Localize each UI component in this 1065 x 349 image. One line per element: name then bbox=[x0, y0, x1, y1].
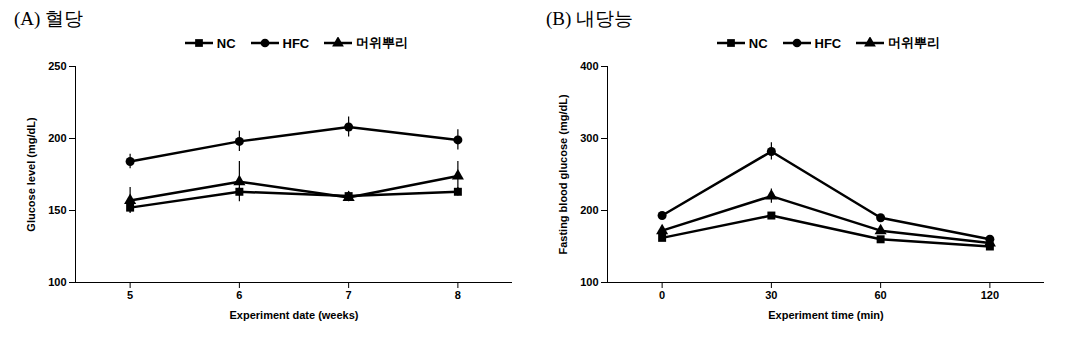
html-text:HFC: HFC bbox=[814, 35, 842, 51]
svg-text:Glucose level (mg/dL): Glucose level (mg/dL) bbox=[25, 117, 37, 232]
svg-text:Fasting blood glucose (mg/dL): Fasting blood glucose (mg/dL) bbox=[557, 94, 569, 254]
svg-text:8: 8 bbox=[455, 289, 461, 301]
svg-text:200: 200 bbox=[580, 204, 598, 216]
svg-text:Experiment time (min): Experiment time (min) bbox=[768, 309, 884, 321]
svg-text:100: 100 bbox=[48, 276, 66, 288]
svg-text:100: 100 bbox=[580, 276, 598, 288]
html-text:머위뿌리: 머위뿌리 bbox=[356, 35, 409, 50]
html-text:머위뿌리: 머위뿌리 bbox=[888, 35, 941, 50]
svg-text:200: 200 bbox=[48, 132, 66, 144]
html-text:HFC: HFC bbox=[282, 35, 310, 51]
html-text:(A) 혈당: (A) 혈당 bbox=[14, 8, 84, 29]
svg-text:150: 150 bbox=[48, 204, 66, 216]
svg-text:400: 400 bbox=[580, 60, 598, 72]
svg-text:300: 300 bbox=[580, 132, 598, 144]
svg-text:6: 6 bbox=[236, 289, 242, 301]
svg-text:60: 60 bbox=[875, 289, 887, 301]
svg-text:5: 5 bbox=[127, 289, 133, 301]
svg-text:7: 7 bbox=[346, 289, 352, 301]
svg-text:Experiment date (weeks): Experiment date (weeks) bbox=[230, 309, 359, 321]
svg-text:250: 250 bbox=[48, 60, 66, 72]
html-text:(B) 내당능: (B) 내당능 bbox=[546, 8, 634, 29]
html-text:NC: NC bbox=[748, 35, 768, 51]
svg-text:30: 30 bbox=[765, 289, 777, 301]
html-text:NC: NC bbox=[216, 35, 236, 51]
svg-text:0: 0 bbox=[659, 289, 665, 301]
svg-text:120: 120 bbox=[981, 289, 999, 301]
